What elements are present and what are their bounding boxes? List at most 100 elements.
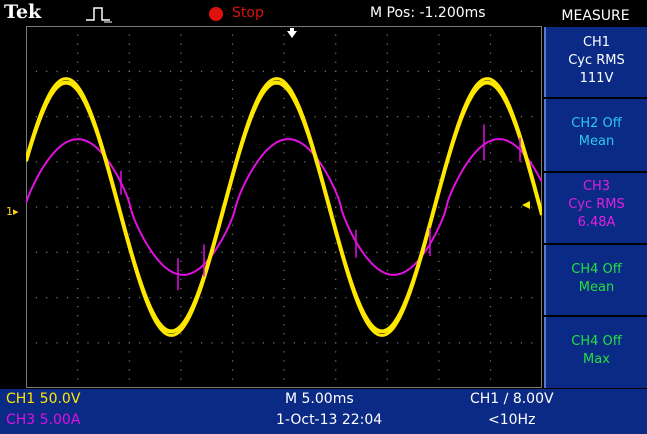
grid-dot — [231, 269, 234, 272]
grid-dot — [510, 161, 512, 163]
grid-dot — [417, 70, 419, 72]
grid-dot — [56, 251, 58, 253]
grid-dot — [26, 297, 27, 299]
grid-dot — [77, 260, 79, 262]
grid-dot — [489, 360, 492, 362]
grid-dot — [397, 70, 399, 72]
grid-dot — [149, 116, 151, 118]
grid-dot — [200, 116, 203, 118]
grid-dot — [139, 297, 141, 299]
grid-dot — [231, 188, 234, 190]
grid-dot — [376, 161, 378, 163]
grid-dot — [438, 251, 440, 253]
grid-dot — [26, 206, 27, 208]
grid-dot — [438, 360, 440, 362]
grid-dot — [335, 387, 337, 388]
ch3-waveform — [26, 138, 542, 276]
grid-dot — [489, 52, 492, 54]
grid-dot — [77, 306, 79, 308]
measure-slot-3[interactable]: CH3 Cyc RMS 6.48A — [544, 173, 647, 243]
grid-dot — [273, 116, 275, 118]
grid-dot — [180, 369, 182, 371]
grid-dot — [417, 342, 419, 344]
grid-dot — [231, 161, 234, 163]
grid-dot — [159, 70, 161, 72]
grid-dot — [77, 52, 79, 54]
grid-dot — [438, 333, 440, 335]
grid-dot — [438, 206, 440, 208]
waveform-display — [26, 26, 542, 388]
grid-dot — [417, 161, 419, 163]
grid-dot — [386, 351, 388, 353]
grid-dot — [77, 97, 79, 100]
grid-dot — [520, 342, 523, 344]
grid-dot — [87, 342, 89, 344]
grid-dot — [231, 342, 234, 344]
grid-dot — [438, 369, 440, 371]
grid-dot — [180, 224, 182, 226]
grid-dot — [231, 297, 234, 299]
grid-dot — [448, 161, 450, 163]
grid-dot — [335, 297, 337, 299]
grid-dot — [56, 342, 58, 344]
grid-dot — [77, 34, 79, 36]
grid-dot — [345, 116, 347, 118]
grid-dot — [386, 134, 388, 136]
grid-dot — [128, 260, 130, 262]
grid-dot — [314, 251, 316, 253]
grid-dot — [366, 251, 368, 253]
grid-dot — [200, 161, 203, 163]
grid-dot — [386, 43, 388, 45]
grid-dot — [293, 251, 296, 253]
grid-dot — [242, 116, 244, 118]
grid-dot — [479, 116, 481, 118]
measure-slot-4[interactable]: CH4 Off Mean — [544, 245, 647, 315]
measure-slot-2[interactable]: CH2 Off Mean — [544, 99, 647, 171]
grid-dot — [180, 106, 182, 109]
grid-dot — [345, 251, 347, 253]
grid-dot — [324, 251, 326, 253]
grid-dot — [479, 161, 481, 163]
grid-dot — [469, 206, 471, 208]
grid-dot — [386, 70, 388, 72]
grid-dot — [531, 342, 533, 344]
grid-dot — [283, 188, 285, 190]
grid-dot — [180, 125, 182, 127]
grid-dot — [128, 152, 130, 154]
grid-dot — [531, 251, 533, 253]
grid-dot — [520, 70, 523, 72]
grid-dot — [180, 278, 182, 281]
grid-dot — [46, 251, 48, 253]
measure-slot-5[interactable]: CH4 Off Max — [544, 317, 647, 388]
grid-dot — [108, 297, 110, 299]
grid-dot — [231, 387, 234, 388]
grid-dot — [427, 297, 430, 299]
grid-dot — [438, 269, 440, 272]
grid-dot — [128, 97, 130, 100]
grid-dot — [386, 206, 388, 208]
grid-dot — [335, 378, 337, 380]
grid-dot — [407, 342, 409, 344]
measure-slot-1[interactable]: CH1 Cyc RMS 111V — [544, 27, 647, 97]
grid-dot — [304, 342, 306, 344]
grid-dot — [489, 97, 492, 100]
grid-dot — [489, 61, 492, 63]
grid-dot — [386, 161, 388, 163]
grid-dot — [407, 116, 409, 118]
grid-dot — [262, 70, 265, 72]
grid-dot — [35, 70, 38, 72]
grid-dot — [180, 152, 182, 154]
grid-dot — [180, 378, 182, 380]
grid-dot — [283, 297, 285, 299]
grid-dot — [479, 251, 481, 253]
grid-dot — [438, 70, 440, 72]
grid-dot — [66, 70, 68, 72]
grid-dot — [180, 26, 182, 27]
grid-dot — [489, 315, 492, 317]
grid-dot — [180, 161, 182, 163]
grid-dot — [386, 116, 388, 118]
grid-dot — [77, 143, 79, 145]
grid-dot — [283, 52, 285, 54]
grid-dot — [180, 233, 182, 235]
grid-dot — [180, 351, 182, 353]
